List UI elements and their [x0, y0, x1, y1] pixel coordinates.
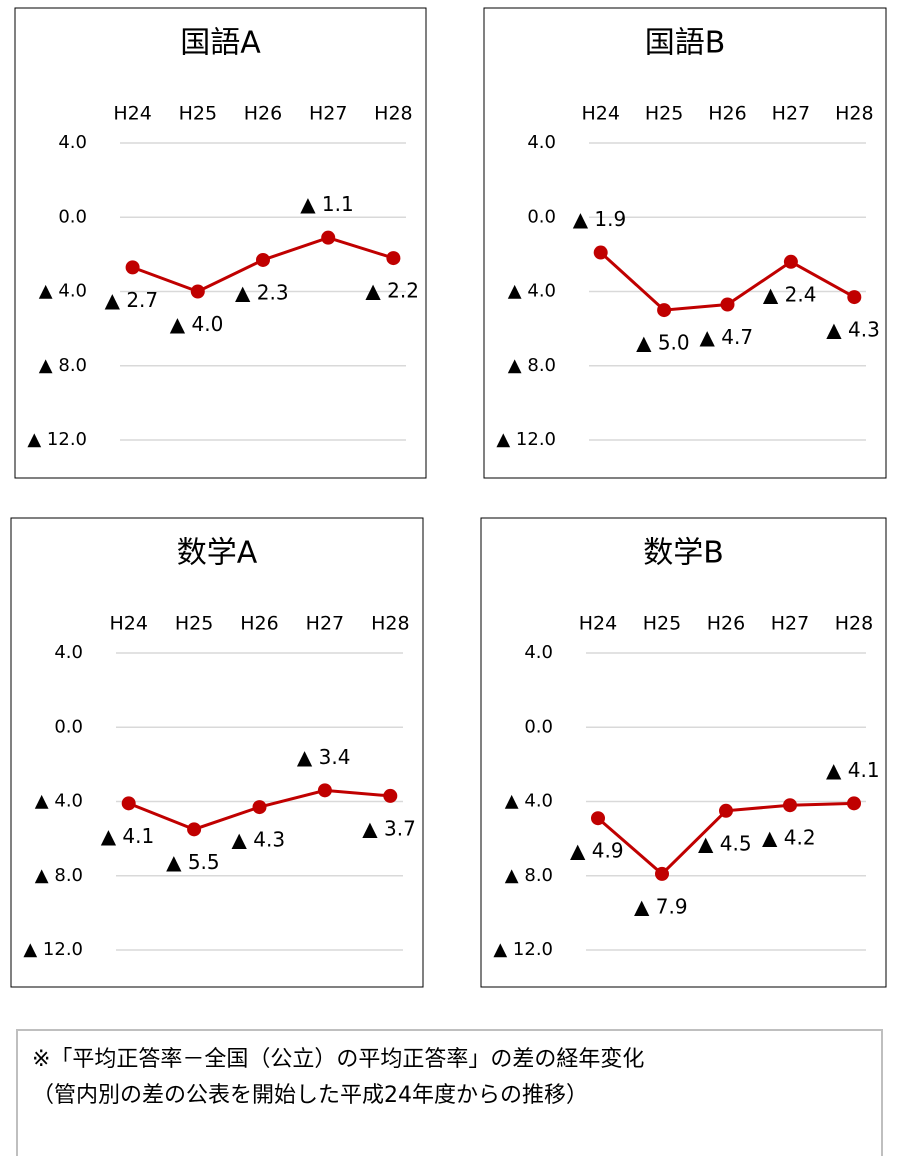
y-tick-label: 0.0	[524, 716, 553, 737]
x-tick-label: H25	[645, 103, 683, 125]
data-label: ▲ 2.3	[235, 280, 289, 304]
point	[783, 798, 797, 813]
chart-title: 国語A	[180, 26, 261, 61]
x-tick-label: H28	[371, 613, 409, 635]
chart-title: 数学A	[177, 536, 258, 571]
point	[783, 254, 798, 269]
chart-frame	[483, 7, 887, 479]
y-tick-label: ▲ 12.0	[493, 939, 553, 960]
data-label: ▲ 4.1	[826, 758, 880, 782]
point	[720, 297, 735, 312]
data-label: ▲ 1.1	[300, 192, 354, 216]
chart-title: 数学B	[643, 536, 724, 571]
x-tick-label: H26	[240, 613, 278, 635]
data-label: ▲ 4.9	[570, 839, 624, 863]
y-tick-label: ▲ 8.0	[35, 865, 83, 886]
x-tick-label: H24	[579, 613, 617, 635]
point	[121, 796, 136, 811]
x-tick-label: H24	[113, 103, 151, 125]
data-label: ▲ 4.3	[232, 828, 286, 852]
point	[190, 284, 205, 299]
y-tick-label: ▲ 8.0	[505, 865, 553, 886]
data-label: ▲ 2.2	[365, 279, 419, 303]
note-box	[16, 1029, 883, 1156]
note-line: ※「平均正答率－全国（公立）の平均正答率」の差の経年変化	[32, 1047, 644, 1072]
x-tick-label: H27	[772, 103, 810, 125]
x-tick-label: H26	[708, 103, 746, 125]
x-tick-label: H26	[707, 613, 745, 635]
point	[719, 803, 733, 818]
data-label: ▲ 3.4	[297, 745, 351, 769]
data-label: ▲ 2.7	[105, 288, 159, 312]
x-tick-label: H25	[175, 613, 213, 635]
y-tick-label: 0.0	[58, 206, 87, 227]
point	[125, 260, 140, 275]
data-label: ▲ 4.2	[762, 826, 816, 850]
x-tick-label: H24	[109, 613, 147, 635]
data-label: ▲ 5.0	[636, 331, 690, 355]
x-tick-label: H27	[306, 613, 344, 635]
y-tick-label: 0.0	[527, 206, 556, 227]
point	[591, 811, 605, 826]
data-label: ▲ 4.3	[826, 318, 880, 342]
note-line: （管内別の差の公表を開始した平成24年度からの推移）	[32, 1083, 588, 1108]
x-tick-label: H26	[244, 103, 282, 125]
y-tick-label: ▲ 4.0	[508, 281, 556, 302]
y-tick-label: ▲ 12.0	[23, 939, 83, 960]
point	[655, 866, 669, 881]
data-label: ▲ 2.4	[763, 282, 817, 306]
y-tick-label: 0.0	[54, 716, 83, 737]
point	[321, 230, 336, 245]
data-label: ▲ 4.7	[700, 325, 754, 349]
x-tick-label: H25	[179, 103, 217, 125]
x-tick-label: H27	[771, 613, 809, 635]
data-label: ▲ 5.5	[166, 850, 220, 874]
y-tick-label: ▲ 4.0	[39, 281, 87, 302]
chart-frame	[14, 7, 427, 479]
y-tick-label: ▲ 4.0	[505, 791, 553, 812]
point	[317, 783, 332, 798]
point	[383, 788, 398, 803]
data-label: ▲ 3.7	[362, 816, 416, 840]
y-tick-label: ▲ 12.0	[496, 429, 556, 450]
data-label: ▲ 4.1	[101, 824, 155, 848]
y-tick-label: 4.0	[58, 132, 87, 153]
chart-frame	[10, 517, 424, 988]
point	[593, 245, 608, 260]
y-tick-label: 4.0	[527, 132, 556, 153]
chart-title: 国語B	[645, 26, 726, 61]
y-tick-label: ▲ 8.0	[508, 355, 556, 376]
chart-frame	[480, 517, 887, 988]
y-tick-label: ▲ 12.0	[27, 429, 87, 450]
point	[187, 822, 202, 837]
x-tick-label: H28	[835, 103, 873, 125]
x-tick-label: H27	[309, 103, 347, 125]
x-tick-label: H28	[835, 613, 873, 635]
y-tick-label: 4.0	[54, 642, 83, 663]
data-label: ▲ 4.5	[698, 831, 752, 855]
x-tick-label: H28	[374, 103, 412, 125]
point	[847, 290, 862, 305]
y-tick-label: ▲ 8.0	[39, 355, 87, 376]
data-label: ▲ 7.9	[634, 894, 688, 918]
point	[252, 800, 267, 815]
point	[847, 796, 861, 811]
point	[657, 303, 672, 318]
x-tick-label: H24	[581, 103, 619, 125]
data-label: ▲ 1.9	[573, 207, 627, 231]
point	[386, 251, 401, 266]
x-tick-label: H25	[643, 613, 681, 635]
y-tick-label: 4.0	[524, 642, 553, 663]
point	[256, 252, 270, 267]
y-tick-label: ▲ 4.0	[35, 791, 83, 812]
data-label: ▲ 4.0	[170, 312, 224, 336]
